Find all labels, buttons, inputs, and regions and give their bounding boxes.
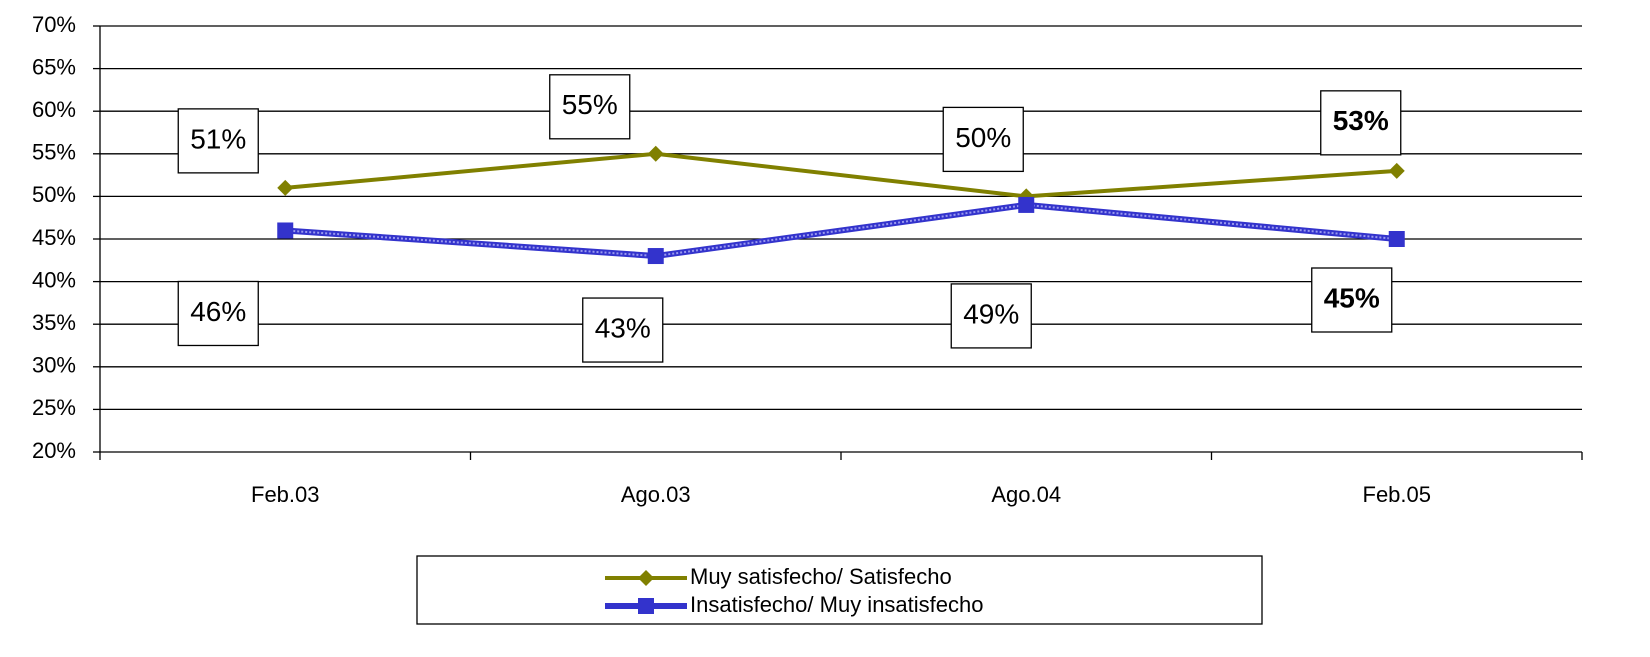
value-label-box [177, 280, 259, 347]
value-label: 53% [1333, 105, 1389, 136]
value-label: 46% [190, 296, 246, 327]
legend-marker [638, 570, 654, 586]
value-label-box [1311, 267, 1393, 333]
marker [1018, 196, 1035, 213]
legend-box [416, 555, 1263, 625]
value-label: 45% [1324, 282, 1380, 313]
value-label-box [549, 74, 631, 140]
series-line [285, 201, 1398, 260]
value-label: 51% [190, 123, 246, 154]
y-tick-label: 65% [32, 54, 76, 79]
value-label-box [950, 283, 1032, 349]
legend-marker [638, 598, 654, 614]
value-label-box [1320, 90, 1402, 156]
x-tick-label: Ago.04 [991, 482, 1061, 507]
y-tick-label: 45% [32, 225, 76, 250]
marker [277, 222, 294, 239]
y-tick-label: 20% [32, 438, 76, 463]
value-label: 55% [562, 89, 618, 120]
value-label-box [942, 106, 1024, 173]
marker [647, 145, 664, 162]
y-tick-label: 30% [32, 353, 76, 378]
x-tick-label: Ago.03 [621, 482, 691, 507]
y-tick-label: 35% [32, 310, 76, 335]
marker [277, 179, 294, 196]
y-tick-label: 70% [32, 12, 76, 37]
value-label: 43% [595, 312, 651, 343]
x-tick-label: Feb.05 [1363, 482, 1432, 507]
legend-label: Insatisfecho/ Muy insatisfecho [690, 592, 983, 617]
y-tick-label: 25% [32, 395, 76, 420]
marker [1388, 162, 1405, 179]
y-tick-label: 40% [32, 267, 76, 292]
legend-label: Muy satisfecho/ Satisfecho [690, 564, 952, 589]
value-label: 49% [963, 298, 1019, 329]
marker [1388, 231, 1405, 247]
marker [647, 248, 664, 265]
y-tick-label: 50% [32, 182, 76, 207]
x-tick-label: Feb.03 [251, 482, 320, 507]
y-tick-label: 55% [32, 140, 76, 165]
y-tick-label: 60% [32, 97, 76, 122]
value-label-box [177, 108, 259, 174]
series-line [285, 151, 1397, 199]
value-label: 50% [955, 122, 1011, 153]
value-label-box [582, 297, 664, 363]
series-line-hatch [285, 203, 1397, 258]
